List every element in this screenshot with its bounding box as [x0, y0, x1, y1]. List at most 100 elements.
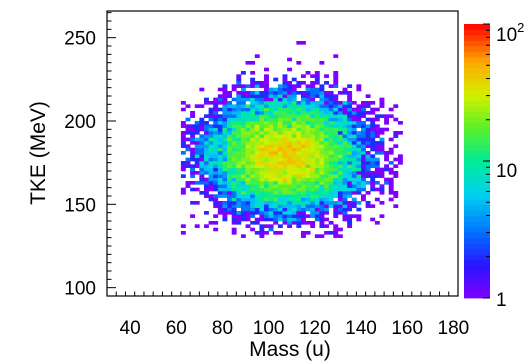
heatmap-cell	[222, 91, 228, 95]
heatmap-cell	[231, 131, 237, 135]
heatmap-cell	[388, 151, 394, 155]
colorbar-band	[464, 210, 490, 217]
heatmap-cell	[273, 101, 279, 105]
y-axis-ticks	[107, 12, 116, 297]
heatmap-cell	[277, 107, 283, 112]
heatmap-cell	[245, 164, 251, 168]
heatmap-cell	[296, 84, 302, 88]
heatmap-cell	[314, 214, 320, 218]
heatmap-cell	[264, 117, 269, 122]
heatmap-cell	[388, 184, 394, 188]
heatmap-cell	[277, 207, 283, 212]
heatmap-cell	[314, 101, 320, 105]
heatmap-cell	[203, 191, 209, 195]
heatmap-cell	[236, 84, 242, 88]
heatmap-cell	[254, 174, 260, 178]
heatmap-cell	[213, 144, 219, 148]
heatmap-cell	[180, 164, 186, 168]
heatmap-cell	[277, 117, 283, 122]
heatmap-cell	[250, 121, 256, 125]
heatmap-cell	[305, 107, 311, 112]
heatmap-cell	[361, 164, 366, 168]
heatmap-cell	[203, 211, 209, 215]
heatmap-cell	[277, 87, 283, 92]
heatmap-cell	[356, 207, 362, 212]
heatmap-cell	[337, 181, 343, 185]
heatmap-cell	[282, 137, 288, 142]
heatmap-cell	[203, 141, 209, 145]
heatmap-cell	[328, 111, 334, 115]
heatmap-cell	[291, 211, 297, 215]
heatmap-cell	[268, 161, 274, 165]
heatmap-cell	[342, 154, 348, 158]
heatmap-cell	[254, 117, 260, 122]
colorbar-band	[464, 51, 490, 58]
heatmap-cell	[287, 171, 293, 175]
heatmap-cell	[351, 177, 357, 182]
heatmap-cell	[333, 124, 339, 128]
heatmap-cell	[268, 174, 274, 178]
heatmap-cell	[277, 217, 283, 222]
heatmap-cell	[347, 187, 353, 192]
heatmap-cell	[259, 204, 265, 208]
heatmap-cell	[342, 134, 348, 138]
heatmap-cell	[291, 184, 297, 188]
heatmap-cell	[314, 201, 320, 205]
heatmap-cell	[250, 81, 256, 85]
heatmap-cell	[240, 204, 246, 208]
heatmap-cell	[190, 171, 196, 175]
heatmap-cell	[333, 84, 339, 88]
heatmap-cell	[199, 147, 205, 152]
heatmap-cell	[199, 87, 205, 92]
heatmap-cell	[250, 207, 256, 212]
heatmap-cell	[208, 131, 214, 135]
colorbar-band	[464, 193, 490, 200]
colorbar-band	[464, 111, 490, 118]
y-tick-label: 100	[64, 279, 96, 300]
heatmap-cell	[356, 171, 362, 175]
heatmap-cell	[324, 141, 329, 145]
heatmap-cell	[291, 84, 297, 88]
colorbar-band	[464, 237, 490, 244]
heatmap-cell	[245, 201, 251, 205]
heatmap-cell	[208, 134, 214, 138]
heatmap-cell	[217, 171, 223, 175]
heatmap-cell	[240, 87, 246, 92]
heatmap-cell	[300, 181, 306, 185]
heatmap-cell	[356, 181, 362, 185]
heatmap-cell	[236, 137, 242, 142]
heatmap-cell	[268, 147, 274, 152]
heatmap-cell	[310, 124, 316, 128]
heatmap-cell	[264, 77, 269, 82]
heatmap-cell	[361, 134, 366, 138]
heatmap-cell	[245, 97, 251, 102]
heatmap-cell	[291, 151, 297, 155]
heatmap-cell	[231, 111, 237, 115]
heatmap-cell	[273, 107, 279, 112]
heatmap-cell	[277, 157, 283, 162]
heatmap-cell	[231, 177, 237, 182]
heatmap-cell	[259, 124, 265, 128]
heatmap-cell	[268, 184, 274, 188]
heatmap-cell	[310, 137, 316, 142]
heatmap-cell	[180, 151, 186, 155]
heatmap-cell	[259, 191, 265, 195]
heatmap-cell	[231, 174, 237, 178]
heatmap-cell	[240, 121, 246, 125]
heatmap-cell	[351, 144, 357, 148]
heatmap-cell	[203, 164, 209, 168]
heatmap-cell	[319, 137, 325, 142]
heatmap-cell	[319, 187, 325, 192]
heatmap-cell	[190, 134, 196, 138]
heatmap-cell	[190, 201, 196, 205]
heatmap-cell	[310, 164, 316, 168]
heatmap-cell	[361, 197, 366, 202]
heatmap-cell	[342, 121, 348, 125]
x-tick-label: 180	[438, 318, 470, 339]
heatmap-cell	[310, 154, 316, 158]
heatmap-cell	[227, 91, 232, 95]
heatmap-cell	[213, 107, 219, 112]
heatmap-cell	[282, 131, 288, 135]
heatmap-cell	[319, 141, 325, 145]
heatmap-cell	[203, 181, 209, 185]
